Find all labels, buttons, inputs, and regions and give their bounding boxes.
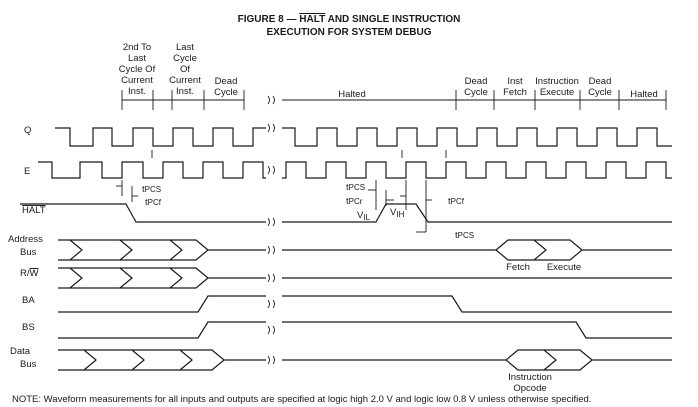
signal-bs-label: BS xyxy=(22,322,35,333)
ba-waveform xyxy=(58,295,266,313)
timing-label-5: VIH xyxy=(390,207,405,219)
figure-title-line-1: FIGURE 8 — HALT AND SINGLE INSTRUCTION xyxy=(238,14,461,25)
phase-label-6-line-0: Instruction xyxy=(535,76,579,87)
halt-waveform xyxy=(20,203,266,223)
phase-label-0-line-0: 2nd To xyxy=(123,42,151,53)
phase-label-4-line-1: Cycle xyxy=(464,87,488,98)
address-execute-label: Execute xyxy=(547,262,581,273)
signal-data-label-2: Bus xyxy=(20,359,37,370)
phase-label-8-line-0: Halted xyxy=(630,89,657,100)
phase-label-7-line-1: Cycle xyxy=(588,87,612,98)
data-instruction-label: Instruction xyxy=(508,372,552,383)
phase-label-1-line-3: Current xyxy=(169,75,201,86)
phase-label-0-line-2: Cycle Of xyxy=(119,64,156,75)
signal-e-label: E xyxy=(24,166,30,177)
signal-halt-label: HALT xyxy=(22,205,46,216)
footnote: NOTE: Waveform measurements for all inpu… xyxy=(12,394,591,405)
figure-title-line-2: EXECUTION FOR SYSTEM DEBUG xyxy=(266,27,431,38)
timing-label-3: tPCr xyxy=(346,196,363,207)
phase-label-4-line-0: Dead xyxy=(465,76,488,87)
q-clock-waveform xyxy=(55,127,266,147)
e-clock-waveform-2 xyxy=(282,161,672,179)
bs-waveform-2 xyxy=(282,321,672,339)
q-clock-waveform-2 xyxy=(282,127,672,147)
data-opcode-label: Opcode xyxy=(513,383,546,394)
signal-q-label: Q xyxy=(24,125,31,136)
phase-label-5-line-0: Inst xyxy=(507,76,523,87)
signal-names: Q E HALT Address Bus R/W BA BS Data Bus xyxy=(8,125,46,370)
ba-waveform-2 xyxy=(282,295,672,313)
timing-label-0: tPCS xyxy=(142,184,161,195)
timing-label-6: tPCf xyxy=(448,196,465,207)
signal-rw-label: R/W xyxy=(20,268,39,279)
signal-ba-label: BA xyxy=(22,295,35,306)
phase-label-2-line-1: Cycle xyxy=(214,87,238,98)
timing-labels: tPCS tPCf tPCS tPCr VIL VIH tPCf tPCS xyxy=(142,182,474,241)
address-bus-waveform xyxy=(58,239,672,261)
phase-label-6-line-1: Execute xyxy=(540,87,574,98)
rw-waveform xyxy=(58,267,672,289)
phase-label-1-line-0: Last xyxy=(176,42,194,53)
signal-data-label: Data xyxy=(10,346,31,357)
phase-label-2-line-0: Dead xyxy=(215,76,238,87)
data-bus-waveform xyxy=(58,349,672,371)
phase-label-5-line-1: Fetch xyxy=(503,87,527,98)
timing-label-2: tPCS xyxy=(346,182,365,193)
bs-waveform xyxy=(58,321,266,339)
phase-label-3-line-0: Halted xyxy=(338,89,365,100)
phase-label-1-line-2: Of xyxy=(180,64,190,75)
timing-markers xyxy=(116,150,447,233)
timing-label-4: VIL xyxy=(357,210,371,222)
signal-address-label: Address xyxy=(8,234,43,245)
e-clock-waveform xyxy=(38,161,266,179)
phase-label-7-line-0: Dead xyxy=(589,76,612,87)
timing-label-7: tPCS xyxy=(455,230,474,241)
phase-label-0-line-1: Last xyxy=(128,53,146,64)
phase-label-0-line-3: Current xyxy=(121,75,153,86)
address-fetch-label: Fetch xyxy=(506,262,530,273)
phase-dimension-lines xyxy=(121,90,667,110)
halt-waveform-2 xyxy=(282,203,672,223)
phase-label-1-line-1: Cycle xyxy=(173,53,197,64)
timing-label-1: tPCf xyxy=(145,197,162,208)
signal-address-label-2: Bus xyxy=(20,247,37,258)
phase-label-1-line-4: Inst. xyxy=(176,86,194,97)
phase-label-0-line-4: Inst. xyxy=(128,86,146,97)
